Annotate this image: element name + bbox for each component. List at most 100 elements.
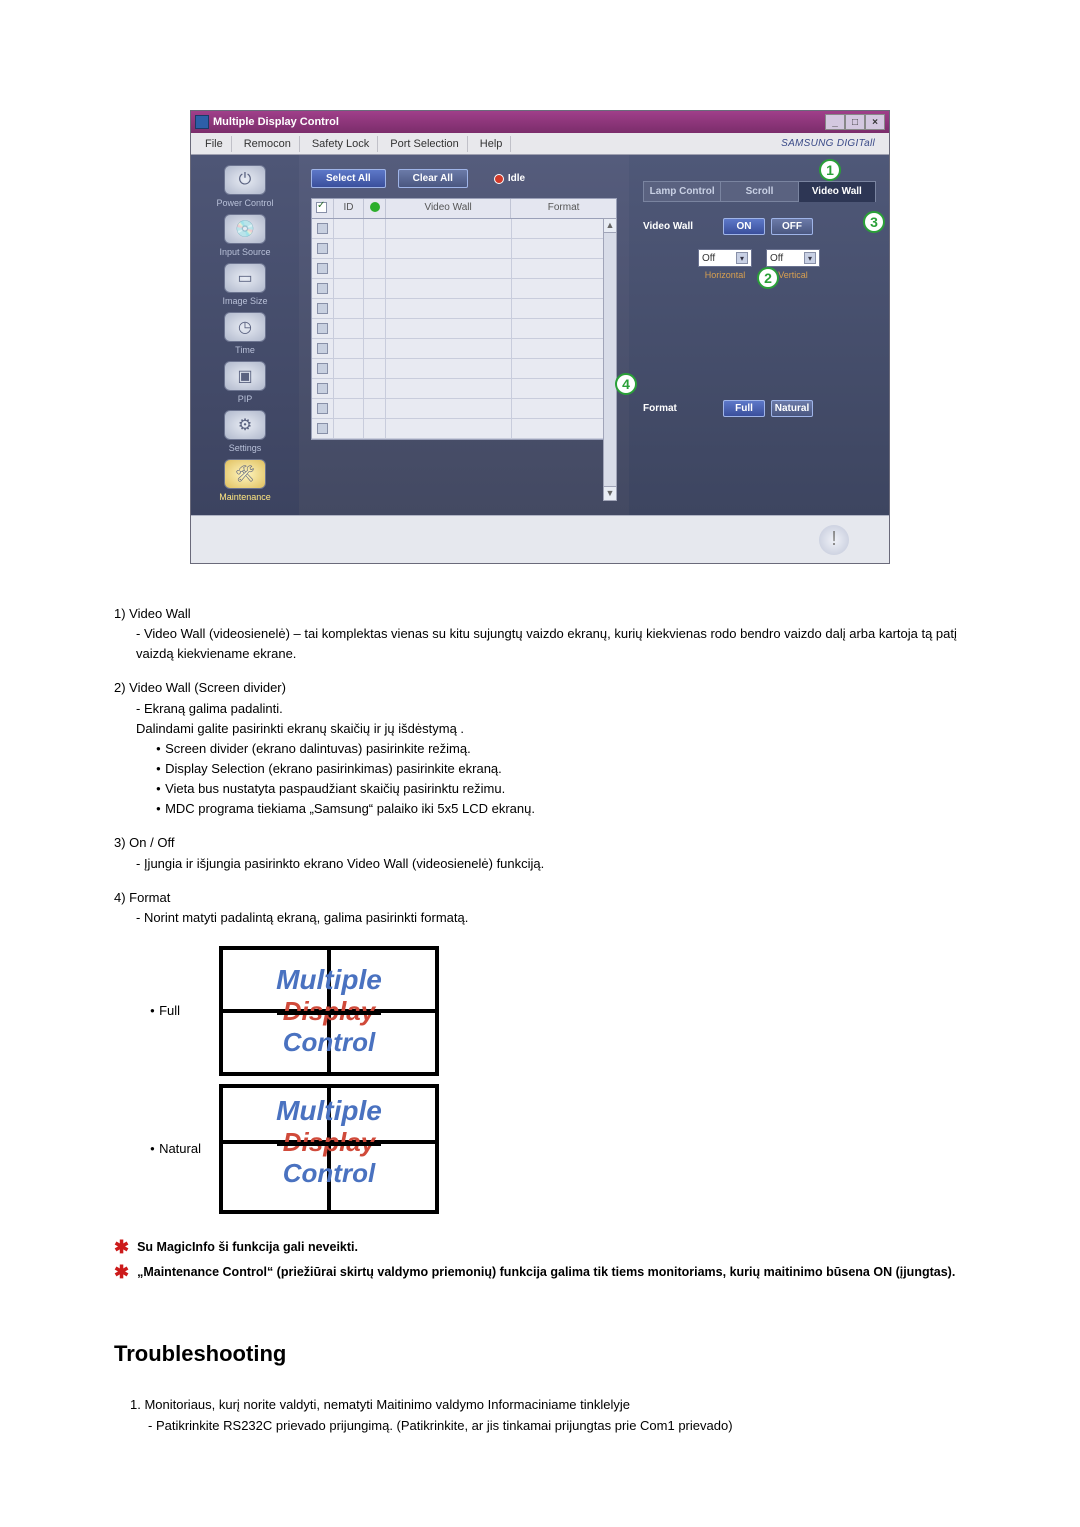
right-pane: 1 2 3 4 Lamp Control Scroll Video Wall V…	[629, 155, 889, 515]
row-checkbox[interactable]	[317, 223, 328, 234]
table-row[interactable]	[312, 399, 616, 419]
idle-indicator: Idle	[494, 173, 525, 184]
chevron-down-icon: ▾	[804, 252, 816, 264]
ts-item-1-desc: - Patikrinkite RS232C prievado prijungim…	[148, 1416, 990, 1437]
videowall-row: Video Wall ON OFF	[643, 218, 875, 235]
menubar: File Remocon Safety Lock Port Selection …	[191, 133, 889, 155]
item-3-desc: - Įjungia ir išjungia pasirinkto ekrano …	[136, 854, 990, 874]
videowall-label: Video Wall	[643, 221, 713, 232]
menu-remocon[interactable]: Remocon	[236, 136, 300, 152]
nav-label: Settings	[229, 443, 262, 453]
vertical-select[interactable]: Off ▾	[766, 249, 820, 267]
tab-lamp-control[interactable]: Lamp Control	[643, 181, 721, 202]
row-checkbox[interactable]	[317, 423, 328, 434]
col-format: Format	[511, 199, 616, 218]
row-checkbox[interactable]	[317, 343, 328, 354]
grid: ID Video Wall Format ▲ ▼	[299, 198, 629, 515]
table-row[interactable]	[312, 339, 616, 359]
scroll-up-icon[interactable]: ▲	[604, 219, 616, 233]
row-checkbox[interactable]	[317, 323, 328, 334]
callout-3: 3	[863, 211, 885, 233]
star-icon: ✱	[114, 1263, 129, 1281]
menu-safety-lock[interactable]: Safety Lock	[304, 136, 378, 152]
minimize-button[interactable]: _	[825, 114, 845, 130]
nav-pip[interactable]: ▣ PIP	[200, 361, 290, 404]
troubleshooting-heading: Troubleshooting	[114, 1341, 990, 1367]
pip-icon: ▣	[224, 361, 266, 391]
col-check[interactable]	[312, 199, 334, 218]
info-icon[interactable]: !	[819, 525, 849, 555]
row-checkbox[interactable]	[317, 403, 328, 414]
idle-label: Idle	[508, 173, 525, 184]
item-4-desc: - Norint matyti padalintą ekraną, galima…	[136, 908, 990, 928]
maximize-button[interactable]: □	[845, 114, 865, 130]
table-row[interactable]	[312, 299, 616, 319]
table-row[interactable]	[312, 239, 616, 259]
table-row[interactable]	[312, 219, 616, 239]
tab-scroll[interactable]: Scroll	[720, 181, 798, 202]
horizontal-label: Horizontal	[698, 270, 752, 280]
select-all-button[interactable]: Select All	[311, 169, 386, 188]
footer-bar: !	[191, 515, 889, 563]
idle-dot-icon	[494, 174, 504, 184]
tools-icon: 🛠	[224, 459, 266, 489]
format-natural-diagram: Multiple Display Control	[219, 1084, 439, 1214]
scrollbar[interactable]: ▲ ▼	[603, 218, 617, 501]
clear-all-button[interactable]: Clear All	[398, 169, 468, 188]
scroll-down-icon[interactable]: ▼	[604, 486, 616, 500]
table-row[interactable]	[312, 319, 616, 339]
table-row[interactable]	[312, 419, 616, 439]
nav-maintenance[interactable]: 🛠 Maintenance	[200, 459, 290, 502]
format-natural-label: Natural	[150, 1080, 219, 1218]
tab-strip: Lamp Control Scroll Video Wall	[643, 181, 875, 202]
left-nav: ⏻ Power Control 💿 Input Source ▭ Image S…	[191, 155, 299, 515]
gear-icon: ⚙	[224, 410, 266, 440]
nav-label: Maintenance	[219, 492, 271, 502]
row-checkbox[interactable]	[317, 303, 328, 314]
item-1: 1) Video Wall	[114, 604, 990, 624]
table-row[interactable]	[312, 379, 616, 399]
videowall-on-button[interactable]: ON	[723, 218, 765, 235]
col-power	[364, 199, 386, 218]
videowall-off-button[interactable]: OFF	[771, 218, 813, 235]
table-row[interactable]	[312, 259, 616, 279]
nav-image-size[interactable]: ▭ Image Size	[200, 263, 290, 306]
table-row[interactable]	[312, 359, 616, 379]
format-natural-button[interactable]: Natural	[771, 400, 813, 417]
notes: ✱ Su MagicInfo ši funkcija gali neveikti…	[114, 1238, 990, 1282]
horizontal-value: Off	[702, 253, 715, 264]
checkbox-icon[interactable]	[316, 202, 327, 213]
format-full-button[interactable]: Full	[723, 400, 765, 417]
app-window: Multiple Display Control _ □ × File Remo…	[190, 110, 890, 564]
tab-video-wall[interactable]: Video Wall	[798, 181, 876, 202]
menu-file[interactable]: File	[197, 136, 232, 152]
horizontal-select[interactable]: Off ▾	[698, 249, 752, 267]
grid-header: ID Video Wall Format	[311, 198, 617, 219]
table-row[interactable]	[312, 279, 616, 299]
callout-1: 1	[819, 159, 841, 181]
row-checkbox[interactable]	[317, 243, 328, 254]
nav-time[interactable]: ◷ Time	[200, 312, 290, 355]
row-checkbox[interactable]	[317, 383, 328, 394]
nav-label: Input Source	[219, 247, 270, 257]
callout-2: 2	[757, 267, 779, 289]
nav-input-source[interactable]: 💿 Input Source	[200, 214, 290, 257]
window-title: Multiple Display Control	[213, 116, 339, 128]
row-checkbox[interactable]	[317, 363, 328, 374]
clock-icon: ◷	[224, 312, 266, 342]
row-checkbox[interactable]	[317, 263, 328, 274]
row-checkbox[interactable]	[317, 283, 328, 294]
window-buttons: _ □ ×	[825, 114, 885, 130]
nav-label: Power Control	[216, 198, 273, 208]
callout-4: 4	[615, 373, 637, 395]
item-1-desc: - Video Wall (videosienelė) – tai komple…	[136, 624, 990, 664]
menu-port-selection[interactable]: Port Selection	[382, 136, 467, 152]
nav-settings[interactable]: ⚙ Settings	[200, 410, 290, 453]
format-row: Format Full Natural	[643, 400, 875, 417]
menu-help[interactable]: Help	[472, 136, 512, 152]
nav-power-control[interactable]: ⏻ Power Control	[200, 165, 290, 208]
item-2: 2) Video Wall (Screen divider)	[114, 678, 990, 698]
brand-label: SAMSUNG DIGITall	[773, 136, 883, 151]
close-button[interactable]: ×	[865, 114, 885, 130]
star-icon: ✱	[114, 1238, 129, 1256]
